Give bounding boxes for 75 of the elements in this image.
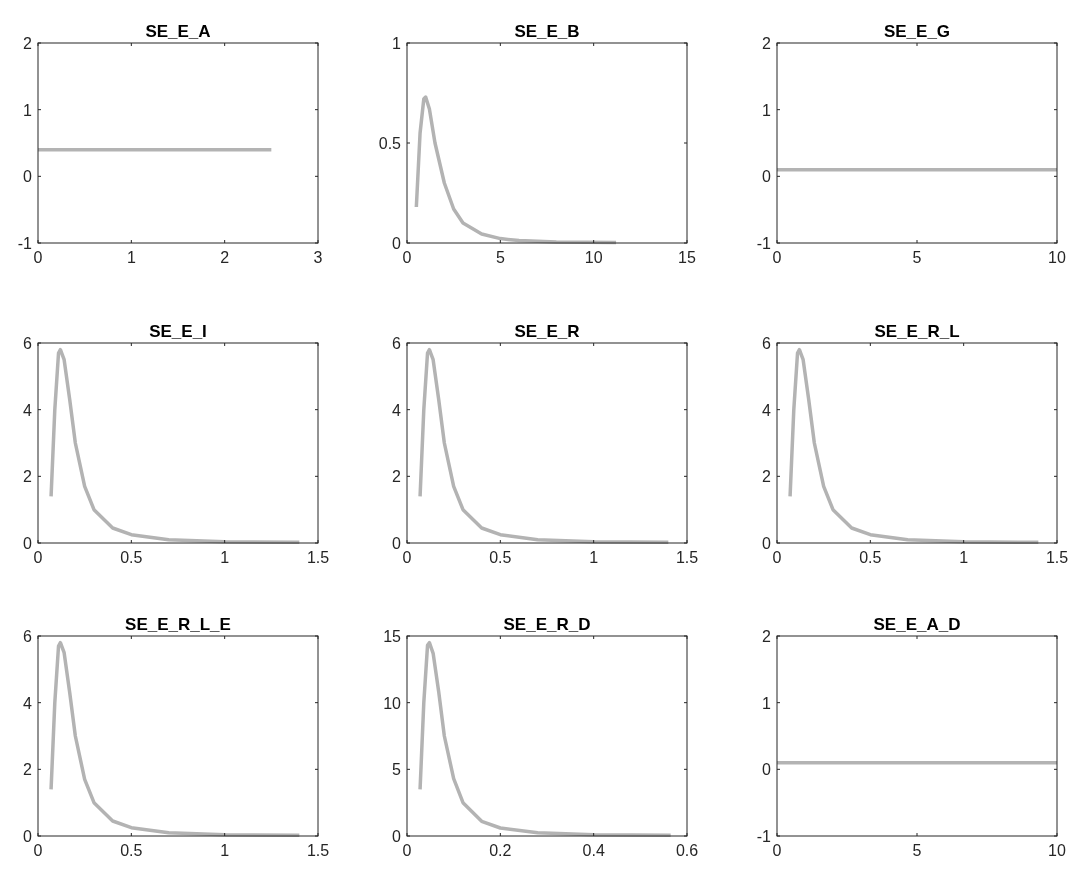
chart-title: SE_E_I [149,322,207,341]
y-tick-label: 1 [762,694,772,712]
y-tick-label: 0.5 [378,135,402,152]
y-tick-label: 2 [23,35,33,52]
x-tick-label: 10 [1048,842,1066,859]
y-tick-label: 0 [762,535,772,552]
x-tick-label: 10 [1048,249,1066,266]
chart-title: SE_E_R [514,322,580,341]
x-tick-label: 0.5 [859,549,882,566]
x-tick-label: 1 [959,549,969,566]
y-tick-label: 0 [762,761,772,779]
x-tick-label: 5 [912,249,922,266]
y-tick-label: 0 [392,235,402,252]
y-tick-label: 0 [762,168,772,186]
x-tick-label: 0.5 [120,842,143,859]
x-tick-label: 10 [584,249,603,266]
y-tick-label: 6 [23,335,33,352]
y-tick-label: 4 [23,694,33,712]
y-tick-label: 1 [392,35,402,52]
line-series [414,95,618,245]
x-tick-label: 1.5 [306,842,330,859]
chart-title: SE_E_A [145,22,211,41]
x-tick-label: 5 [495,249,505,266]
y-tick-label: 6 [23,628,33,645]
y-tick-label: 6 [392,335,402,352]
y-tick-label: 2 [23,468,33,486]
y-tick-label: 2 [762,35,772,52]
chart-title: SE_E_R_D [503,615,591,634]
y-tick-label: 2 [23,761,33,779]
chart-title: SE_E_A_D [873,615,961,634]
line-series [49,347,302,545]
chart-title: SE_E_B [514,22,580,41]
chart-title: SE_E_R_L_E [125,615,231,634]
x-tick-label: 1 [220,549,230,566]
y-tick-label: 1 [762,101,772,119]
y-tick-label: 4 [762,401,772,419]
y-tick-label: 2 [762,628,772,645]
x-tick-label: 2 [220,249,230,266]
x-tick-label: 0.2 [489,842,512,859]
x-tick-label: 1 [220,842,230,859]
y-tick-label: 1 [23,101,33,119]
y-tick-label: 4 [23,401,33,419]
x-tick-label: 3 [313,249,323,266]
x-tick-label: 1.5 [306,549,330,566]
line-series [418,640,673,838]
x-tick-label: 0.5 [120,549,143,566]
x-tick-label: 0.4 [582,842,605,859]
chart-title: SE_E_R_L [874,322,960,341]
chart-title: SE_E_G [883,22,951,41]
y-tick-label: 4 [392,401,402,419]
y-tick-label: -1 [756,828,772,845]
x-tick-label: 5 [912,842,922,859]
y-tick-label: 0 [23,535,33,552]
y-tick-label: 10 [383,694,402,712]
y-tick-label: 5 [392,761,402,779]
x-tick-label: 1 [589,549,599,566]
y-tick-label: 6 [762,335,772,352]
x-tick-label: 0.5 [489,549,512,566]
x-tick-label: 1.5 [675,549,699,566]
y-tick-label: 15 [383,628,402,645]
x-tick-label: 1.5 [1045,549,1069,566]
y-tick-label: 0 [23,168,33,186]
y-tick-label: -1 [756,235,772,252]
y-tick-label: 2 [762,468,772,486]
x-tick-label: 0.6 [675,842,699,859]
y-tick-label: 0 [392,828,402,845]
y-tick-label: -1 [17,235,33,252]
y-tick-label: 0 [392,535,402,552]
x-tick-label: 1 [126,249,136,266]
y-tick-label: 2 [392,468,402,486]
x-tick-label: 15 [678,249,696,266]
line-series [49,640,302,838]
y-tick-label: 0 [23,828,33,845]
line-series [788,347,1041,545]
line-series [418,347,671,545]
